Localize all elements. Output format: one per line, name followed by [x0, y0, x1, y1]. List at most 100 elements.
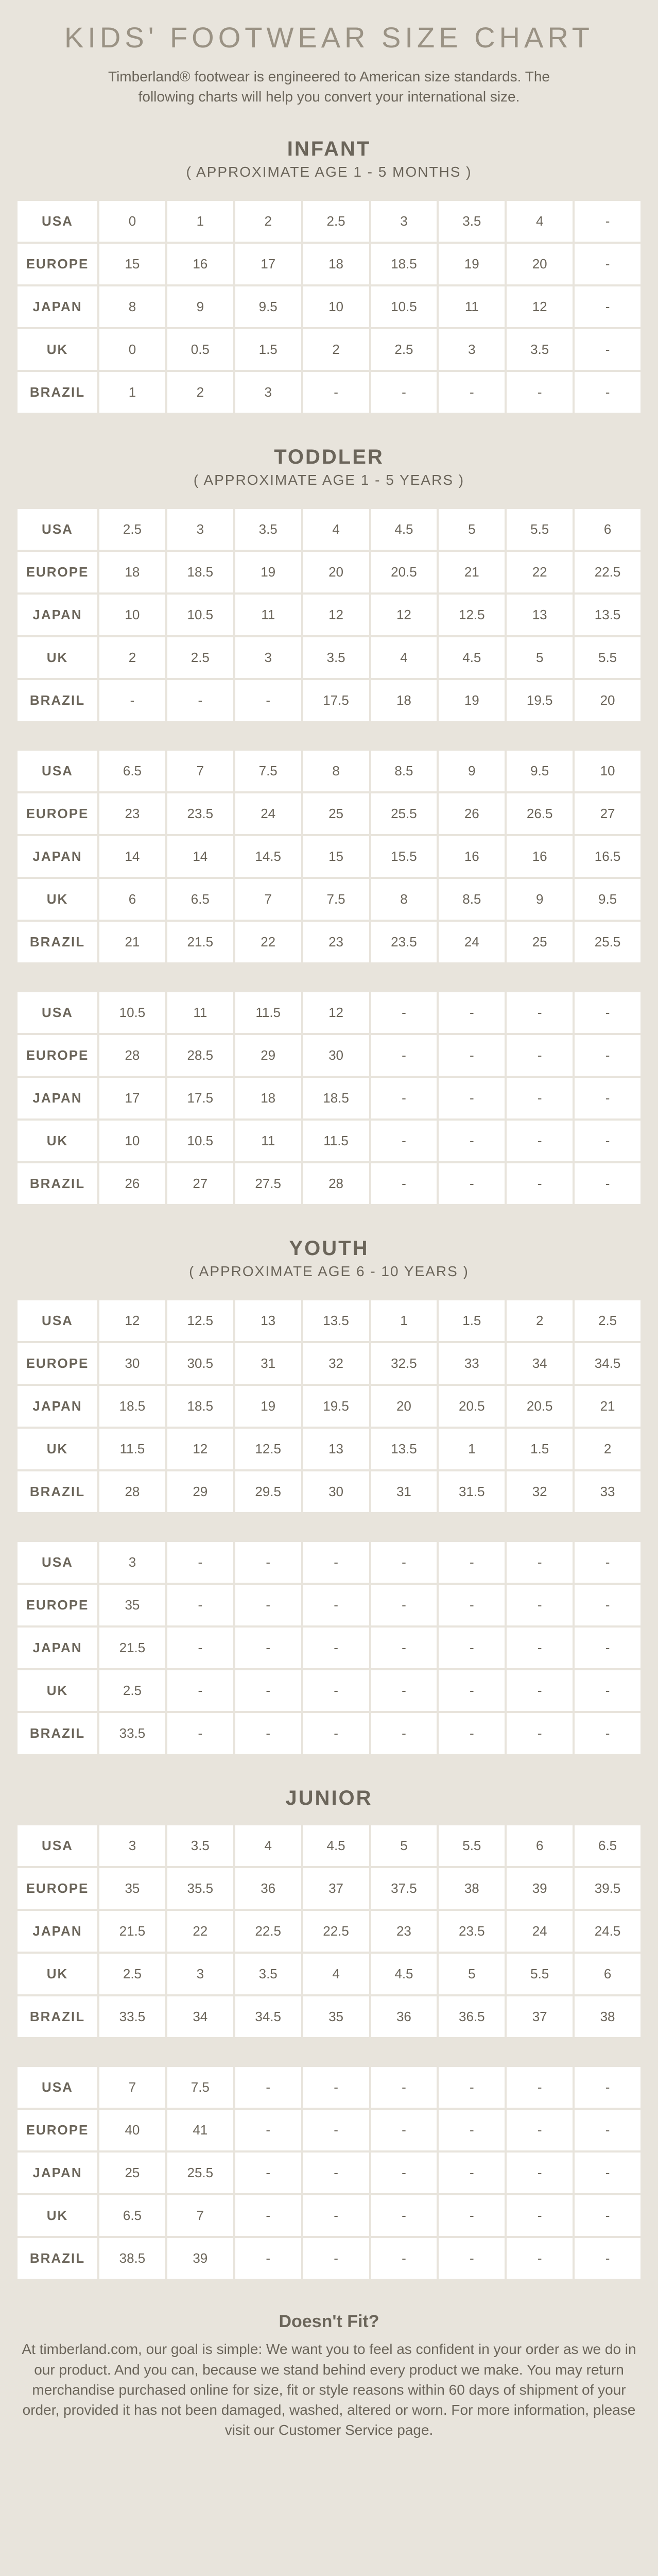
size-cell: - [235, 2195, 301, 2236]
table-row: UK2.533.544.555.56 [18, 1954, 640, 1994]
size-cell: 5 [507, 637, 573, 678]
size-cell: - [575, 1163, 640, 1204]
region-header: BRAZIL [18, 1163, 97, 1204]
size-cell: 6.5 [99, 751, 165, 791]
size-cell: - [575, 1713, 640, 1754]
size-cell: - [303, 372, 369, 413]
size-cell: 13.5 [371, 1429, 437, 1469]
size-cell: 15 [99, 244, 165, 284]
size-cell: - [575, 1542, 640, 1583]
size-cell: 37 [507, 1996, 573, 2037]
size-cell: 3 [235, 372, 301, 413]
region-header: BRAZIL [18, 1713, 97, 1754]
size-cell: 8 [99, 286, 165, 327]
size-cell: 7.5 [167, 2067, 233, 2108]
size-cell: 35 [99, 1868, 165, 1909]
size-cell: 21.5 [99, 1628, 165, 1668]
size-cell: - [575, 2195, 640, 2236]
region-header: USA [18, 201, 97, 242]
region-header: JAPAN [18, 2153, 97, 2193]
table-row: JAPAN899.51010.51112- [18, 286, 640, 327]
size-cell: 13 [507, 595, 573, 635]
table-row: JAPAN2525.5------ [18, 2153, 640, 2193]
section-title: JUNIOR [15, 1787, 643, 1810]
size-cell: 3 [371, 201, 437, 242]
size-cell: - [439, 1078, 505, 1118]
size-cell: 7.5 [303, 879, 369, 920]
size-cell: 21.5 [99, 1911, 165, 1952]
region-header: BRAZIL [18, 922, 97, 962]
size-cell: 24 [439, 922, 505, 962]
size-cell: 30 [303, 1471, 369, 1512]
size-cell: 25.5 [167, 2153, 233, 2193]
size-cell: 39 [167, 2238, 233, 2279]
region-header: BRAZIL [18, 2238, 97, 2279]
size-cell: - [575, 2153, 640, 2193]
size-cell: 8 [303, 751, 369, 791]
size-cell: 18.5 [167, 1386, 233, 1427]
footer-text: At timberland.com, our goal is simple: W… [20, 2339, 638, 2440]
region-header: EUROPE [18, 2110, 97, 2150]
size-cell: 33 [439, 1343, 505, 1384]
size-cell: 3 [99, 1825, 165, 1866]
size-cell: 22 [507, 552, 573, 592]
size-cell: 6.5 [167, 879, 233, 920]
table-row: BRAZIL33.53434.5353636.53738 [18, 1996, 640, 2037]
size-cell: 5 [439, 1954, 505, 1994]
size-cell: 14 [167, 836, 233, 877]
region-header: UK [18, 2195, 97, 2236]
size-table: USA33.544.555.566.5EUROPE3535.5363737.53… [15, 1823, 643, 2039]
size-cell: 18.5 [99, 1386, 165, 1427]
size-cell: 2 [507, 1300, 573, 1341]
size-cell: - [439, 2110, 505, 2150]
size-cell: - [507, 372, 573, 413]
size-cell: 14 [99, 836, 165, 877]
size-cell: - [575, 2110, 640, 2150]
table-row: BRAZIL---17.5181919.520 [18, 680, 640, 721]
size-cell: 25 [99, 2153, 165, 2193]
size-cell: 3.5 [507, 329, 573, 370]
size-table: USA10.51111.512----EUROPE2828.52930----J… [15, 990, 643, 1206]
size-cell: 2 [235, 201, 301, 242]
size-cell: 21 [575, 1386, 640, 1427]
size-cell: - [235, 1628, 301, 1668]
size-cell: 7 [235, 879, 301, 920]
size-cell: 19.5 [507, 680, 573, 721]
size-cell: 9.5 [575, 879, 640, 920]
size-cell: 24 [507, 1911, 573, 1952]
size-cell: - [575, 2238, 640, 2279]
size-cell: - [507, 2067, 573, 2108]
size-cell: 9 [507, 879, 573, 920]
size-cell: - [303, 1542, 369, 1583]
size-cell: - [371, 1163, 437, 1204]
size-cell: - [371, 2195, 437, 2236]
table-row: BRAZIL2121.5222323.5242525.5 [18, 922, 640, 962]
size-cell: 23.5 [439, 1911, 505, 1952]
size-cell: - [439, 1670, 505, 1711]
size-cell: - [167, 680, 233, 721]
size-cell: 23.5 [371, 922, 437, 962]
size-cell: 35 [303, 1996, 369, 2037]
size-cell: 19 [235, 1386, 301, 1427]
size-cell: - [439, 1628, 505, 1668]
table-row: JAPAN21.52222.522.52323.52424.5 [18, 1911, 640, 1952]
size-cell: - [303, 2195, 369, 2236]
section-title: INFANT [15, 138, 643, 161]
size-cell: - [371, 1121, 437, 1161]
table-row: EUROPE3030.5313232.5333434.5 [18, 1343, 640, 1384]
size-cell: - [439, 1163, 505, 1204]
region-header: UK [18, 879, 97, 920]
size-cell: 35.5 [167, 1868, 233, 1909]
table-row: USA0122.533.54- [18, 201, 640, 242]
region-header: USA [18, 2067, 97, 2108]
table-row: UK22.533.544.555.5 [18, 637, 640, 678]
size-cell: 22 [167, 1911, 233, 1952]
size-cell: 23.5 [167, 793, 233, 834]
size-cell: - [371, 1713, 437, 1754]
size-cell: - [167, 1670, 233, 1711]
region-header: JAPAN [18, 595, 97, 635]
size-cell: - [439, 2153, 505, 2193]
size-cell: - [507, 992, 573, 1033]
size-cell: - [235, 1542, 301, 1583]
size-cell: 38.5 [99, 2238, 165, 2279]
